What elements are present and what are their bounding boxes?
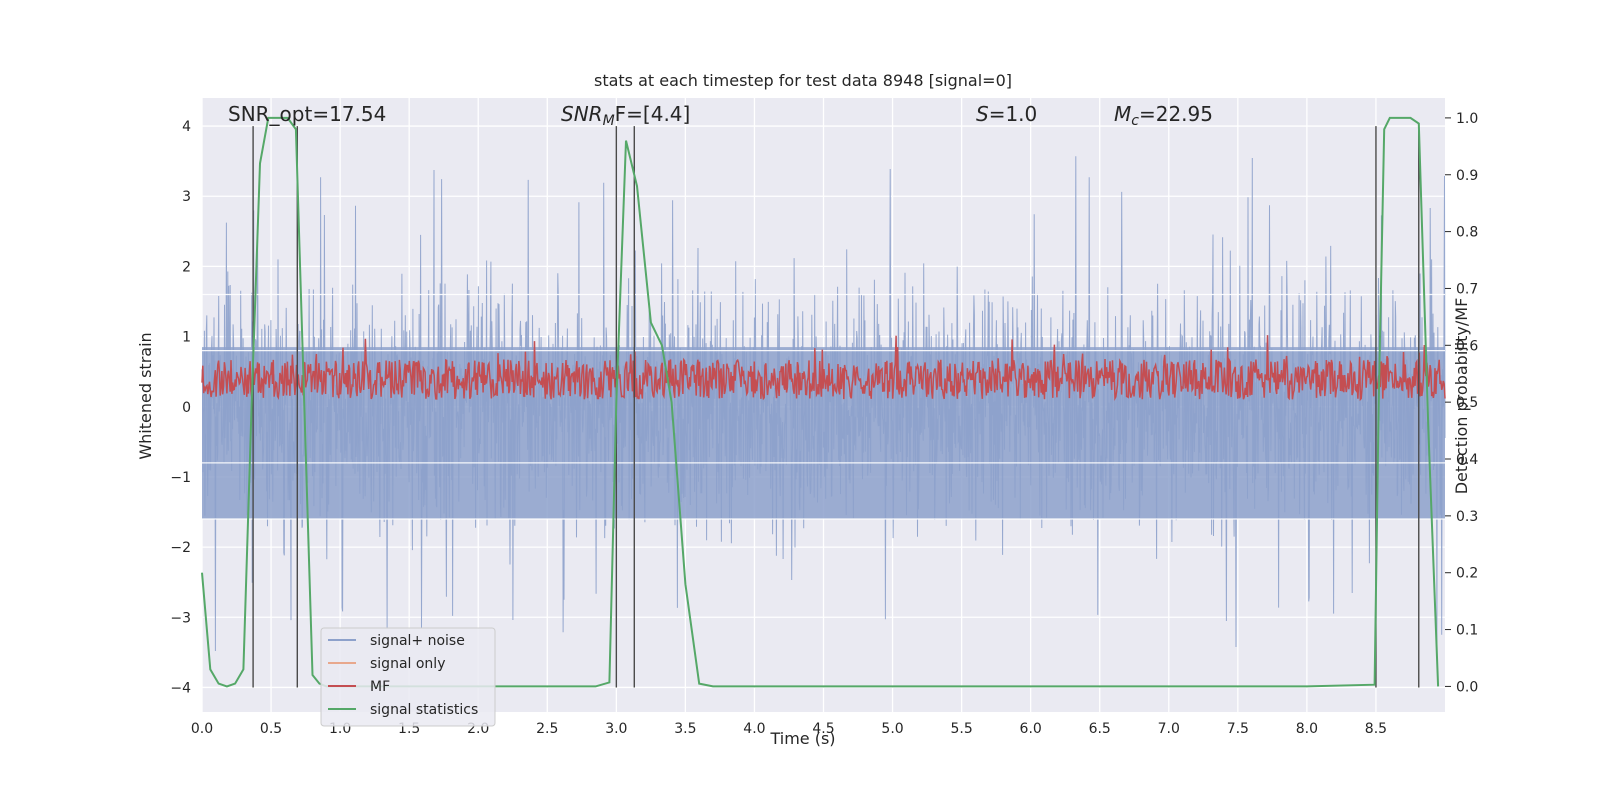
legend-label-signal-only: signal only (370, 656, 445, 672)
x-tick-label: 3.0 (605, 721, 627, 737)
x-tick-label: 0.0 (191, 721, 213, 737)
x-tick-label: 6.0 (1020, 721, 1042, 737)
mf-series (201, 335, 1446, 402)
annotation-mc: Mc=22.95 (1114, 102, 1213, 129)
legend-label-signal-statistics: signal statistics (370, 702, 478, 718)
legend-label-signal-noise: signal+ noise (370, 633, 465, 649)
annotation-snr-mf: SNRMF=[4.4] (561, 102, 690, 129)
y-left-tick-label: 2 (182, 259, 191, 275)
legend: signal+ noise signal only MF signal stat… (320, 627, 496, 727)
y-axis-right-label: Detection probability/MF (1452, 298, 1471, 495)
y-left-tick-label: −3 (170, 610, 191, 626)
x-axis-label: Time (s) (769, 729, 835, 748)
x-tick-label: 8.5 (1365, 721, 1387, 737)
y-left-tick-label: 1 (182, 330, 191, 346)
x-tick-label: 4.5 (812, 721, 834, 737)
y-axis-left-label: Whitened strain (136, 332, 155, 459)
y-left-tick-label: −4 (170, 680, 191, 696)
y-left-tick-label: 3 (182, 189, 191, 205)
grid-overlay (202, 293, 1445, 520)
legend-box (320, 627, 496, 727)
x-tick-label: 7.0 (1158, 721, 1180, 737)
y-left-tick-label: −1 (170, 470, 191, 486)
y-right-tick-label: 0.6 (1456, 338, 1478, 354)
y-right-tick-label: 0.2 (1456, 566, 1478, 582)
legend-label-mf: MF (370, 679, 390, 695)
x-tick-label: 3.5 (674, 721, 696, 737)
y-right-tick-label: 0.1 (1456, 623, 1478, 639)
series-line-mf (201, 335, 1446, 402)
series-line-signal-statistics (201, 116, 1440, 688)
y-axis-right: 1.0 0.9 0.8 0.7 0.6 0.5 0.4 0.3 0.2 0.1 0.0 (1445, 111, 1478, 695)
annotation-s: S=1.0 (976, 102, 1037, 126)
y-right-tick-label: 0.7 (1456, 281, 1478, 297)
y-left-tick-label: 0 (182, 400, 191, 416)
y-right-tick-label: 0.5 (1456, 395, 1478, 411)
x-tick-label: 8.0 (1296, 721, 1318, 737)
y-right-tick-label: 0.3 (1456, 509, 1478, 525)
y-axis-left: 4 3 2 1 0 −1 −2 −3 −4 (170, 119, 191, 696)
x-tick-label: 4.0 (743, 721, 765, 737)
chart-title: stats at each timestep for test data 894… (594, 71, 1012, 90)
y-right-tick-label: 0.8 (1456, 225, 1478, 241)
x-tick-label: 6.5 (1089, 721, 1111, 737)
y-right-tick-label: 1.0 (1456, 111, 1478, 127)
y-right-tick-label: 0.9 (1456, 168, 1478, 184)
y-right-tick-label: 0.0 (1456, 679, 1478, 695)
x-tick-label: 0.5 (260, 721, 282, 737)
annotation-snr-opt: SNR_opt=17.54 (228, 102, 386, 126)
x-tick-label: 5.5 (950, 721, 972, 737)
x-tick-label: 7.5 (1227, 721, 1249, 737)
y-left-tick-label: −2 (170, 540, 191, 556)
x-tick-label: 5.0 (881, 721, 903, 737)
x-tick-label: 2.5 (536, 721, 558, 737)
signal-statistics-series (201, 116, 1440, 688)
y-right-tick-label: 0.4 (1456, 452, 1478, 468)
y-left-tick-label: 4 (182, 119, 191, 135)
